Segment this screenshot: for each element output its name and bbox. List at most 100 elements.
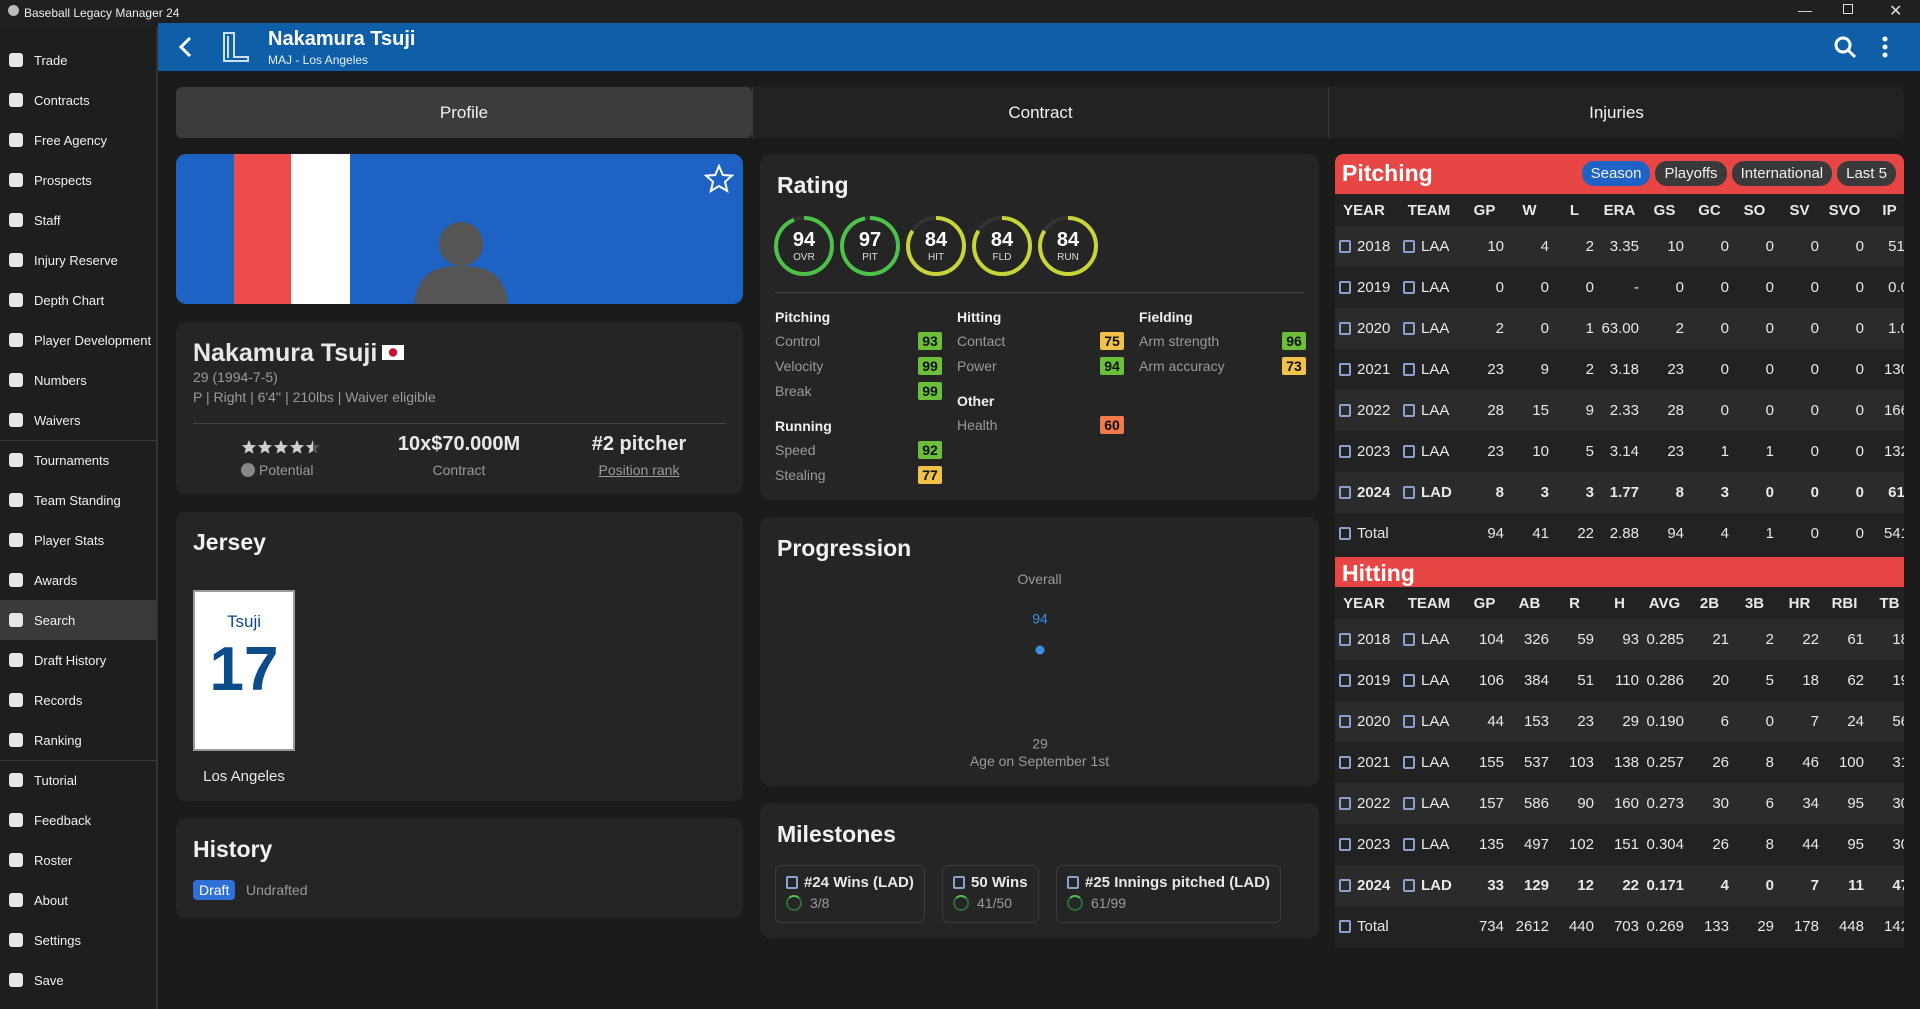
filter-button[interactable]: Last 5 — [1837, 161, 1896, 186]
table-cell: 2018 — [1335, 631, 1399, 648]
table-cell: 2021 — [1335, 361, 1399, 378]
cell-text: 2024 — [1357, 877, 1391, 894]
table-row: 2019 LAA 0 0 0 - 0 0 0 0 0 0.0 — [1335, 267, 1904, 308]
table-cell: 0.257 — [1645, 754, 1690, 771]
minimize-button[interactable]: — — [1798, 2, 1812, 18]
filter-button[interactable]: International — [1731, 161, 1833, 186]
team-logo-icon — [1403, 674, 1415, 687]
cell-text: 129 — [1523, 877, 1549, 894]
team-logo-icon — [1403, 322, 1415, 335]
sidebar-label: Contracts — [34, 92, 90, 108]
table-cell: 3 — [1510, 484, 1555, 501]
sidebar-item[interactable]: Free Agency — [0, 120, 156, 160]
table-row: 2020 LAA 44 153 23 29 0.190 6 0 7 24 56 — [1335, 701, 1904, 742]
sidebar-item[interactable]: Roster — [0, 840, 156, 880]
cell-text: 0 — [1765, 238, 1774, 255]
sidebar-item[interactable]: Save — [0, 960, 156, 1000]
table-cell: Total — [1335, 525, 1399, 542]
player-banner — [176, 154, 743, 304]
sidebar-item[interactable]: Awards — [0, 560, 156, 600]
table-cell: 0.0 — [1870, 279, 1904, 296]
column-header: L — [1569, 201, 1580, 219]
table-cell: 153 — [1510, 713, 1555, 730]
back-button[interactable] — [176, 35, 196, 59]
tab[interactable]: Profile — [176, 87, 752, 138]
sidebar-icon — [9, 613, 23, 627]
rating-attribute: Arm strength — [1139, 333, 1220, 349]
sidebar-item[interactable]: Numbers — [0, 360, 156, 400]
favorite-star[interactable] — [704, 164, 734, 194]
sidebar-item[interactable]: Depth Chart — [0, 280, 156, 320]
sidebar-item[interactable]: Prospects — [0, 160, 156, 200]
menu-button[interactable] — [1880, 35, 1890, 59]
team-logo-icon — [1403, 715, 1415, 728]
cell-text: 2022 — [1357, 795, 1391, 812]
sidebar-icon — [9, 653, 23, 667]
cell-text: 3.14 — [1609, 443, 1639, 460]
table-cell: 3.35 — [1600, 238, 1645, 255]
cell-text: 10 — [1532, 443, 1549, 460]
milestone-label: #25 Innings pitched (LAD) — [1085, 874, 1271, 891]
table-cell: 0.269 — [1645, 918, 1690, 935]
divider — [193, 423, 726, 424]
table-cell: 541 — [1870, 525, 1904, 542]
cell-text: 0 — [1720, 361, 1729, 378]
filter-button[interactable]: Season — [1581, 161, 1651, 186]
cell-text: 23 — [1487, 443, 1504, 460]
sidebar-item[interactable]: Staff — [0, 200, 156, 240]
sidebar-item[interactable]: Waivers — [0, 400, 156, 440]
sidebar-icon — [9, 733, 23, 747]
table-cell: 0 — [1825, 320, 1870, 337]
cell-text: 2.33 — [1609, 402, 1639, 419]
table-cell: 0 — [1825, 525, 1870, 542]
sidebar-item[interactable]: Settings — [0, 920, 156, 960]
jersey-name: Tsuji — [226, 612, 261, 631]
cell-text: 2021 — [1357, 361, 1391, 378]
cell-text: 8 — [1765, 836, 1774, 853]
position-rank-link[interactable]: Position rank — [598, 462, 680, 478]
cell-text: 2023 — [1357, 836, 1391, 853]
rating-badge: 60 — [1100, 416, 1124, 434]
tab[interactable]: Injuries — [1328, 87, 1904, 138]
table-cell: 2 — [1735, 631, 1780, 648]
cell-text: 12 — [1577, 877, 1594, 894]
table-cell: 0 — [1780, 525, 1825, 542]
cell-text: Total — [1357, 525, 1389, 542]
cell-text: 178 — [1793, 918, 1819, 935]
table-cell: 103 — [1555, 754, 1600, 771]
sidebar-item[interactable]: Tutorial — [0, 760, 156, 800]
sidebar-item[interactable]: Tournaments — [0, 440, 156, 480]
sidebar-item[interactable]: Ranking — [0, 720, 156, 760]
sidebar-item[interactable]: Contracts — [0, 80, 156, 120]
table-cell: 0 — [1690, 279, 1735, 296]
tab[interactable]: Contract — [752, 87, 1328, 138]
rating-attribute: Power — [957, 358, 997, 374]
table-cell: 0 — [1690, 402, 1735, 419]
maximize-button[interactable] — [1843, 4, 1853, 14]
rating-value: 84 — [925, 229, 948, 251]
cell-text: 138 — [1613, 754, 1639, 771]
table-cell: 2023 — [1335, 836, 1399, 853]
sidebar-item[interactable]: Player Development — [0, 320, 156, 360]
sidebar-item[interactable]: Injury Reserve — [0, 240, 156, 280]
player-age: 29 (1994-7-5) — [193, 369, 278, 385]
sidebar-item[interactable]: Trade — [0, 40, 156, 80]
sidebar-item[interactable]: Player Stats — [0, 520, 156, 560]
sidebar-item[interactable]: About — [0, 880, 156, 920]
sidebar-divider — [0, 760, 156, 761]
cell-text: 7 — [1810, 877, 1819, 894]
sidebar-item[interactable]: Draft History — [0, 640, 156, 680]
sidebar-item[interactable]: Team Standing — [0, 480, 156, 520]
column-header: AVG — [1648, 594, 1681, 612]
close-button[interactable]: ✕ — [1889, 3, 1903, 20]
table-cell: 0 — [1735, 361, 1780, 378]
sidebar-item[interactable]: Feedback — [0, 800, 156, 840]
search-button[interactable] — [1833, 35, 1857, 59]
table-cell: LAA — [1399, 672, 1465, 689]
filter-button[interactable]: Playoffs — [1655, 161, 1727, 186]
rating-attribute: Velocity — [775, 358, 824, 374]
table-cell: 0 — [1465, 279, 1510, 296]
table-cell: 0 — [1645, 279, 1690, 296]
sidebar-item[interactable]: Search — [0, 600, 156, 640]
sidebar-item[interactable]: Records — [0, 680, 156, 720]
